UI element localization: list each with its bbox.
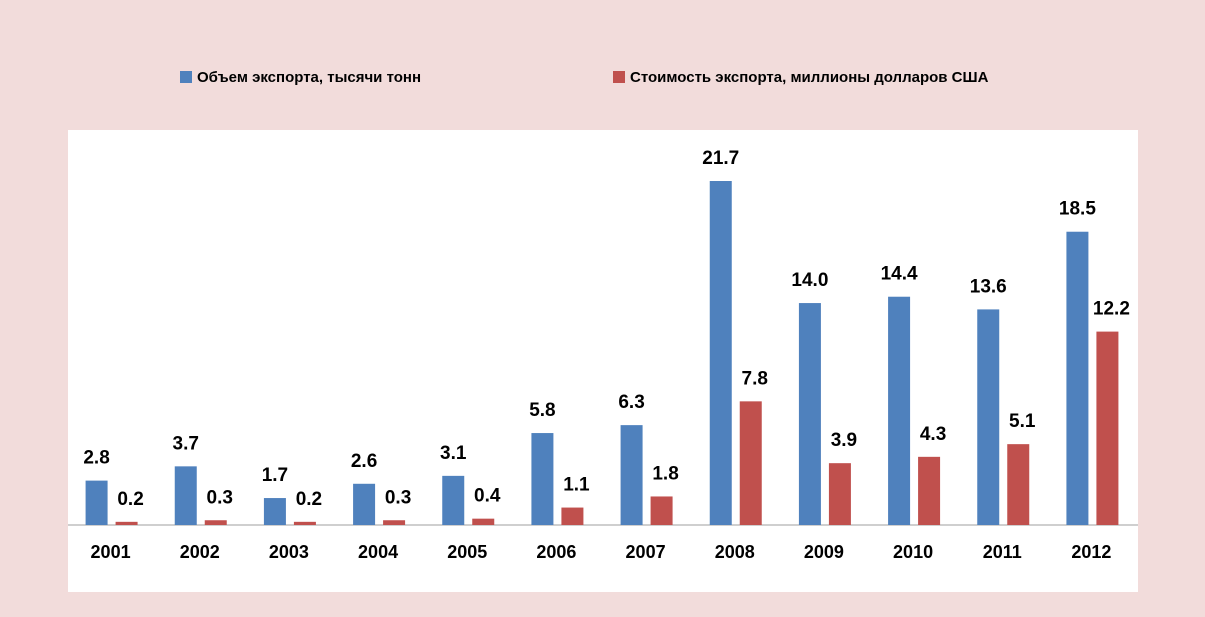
bar <box>739 401 762 525</box>
bar <box>263 498 286 525</box>
legend-label: Стоимость экспорта, миллионы долларов СШ… <box>630 69 989 86</box>
bar <box>888 296 911 525</box>
data-label: 0.2 <box>117 489 143 510</box>
data-label: 2.8 <box>83 448 109 469</box>
bar <box>353 483 376 525</box>
data-label: 5.8 <box>529 400 555 421</box>
bar <box>798 303 821 525</box>
bar <box>918 456 941 525</box>
bar <box>1096 331 1119 525</box>
data-label: 1.1 <box>563 475 590 496</box>
data-label: 18.5 <box>1059 199 1096 220</box>
bar <box>531 433 554 525</box>
bar <box>620 425 643 525</box>
x-tick-label: 2007 <box>626 542 666 562</box>
data-label: 4.3 <box>920 424 946 445</box>
x-tick-label: 2006 <box>536 542 576 562</box>
bar <box>383 520 406 525</box>
data-label: 0.3 <box>385 487 411 508</box>
data-label: 5.1 <box>1009 411 1036 432</box>
bar <box>204 520 227 525</box>
bar <box>85 480 108 525</box>
bar <box>1066 231 1089 526</box>
x-tick-label: 2012 <box>1071 542 1111 562</box>
legend-swatch <box>180 71 192 83</box>
x-tick-label: 2010 <box>893 542 933 562</box>
data-label: 0.3 <box>207 487 233 508</box>
bar <box>650 496 673 525</box>
bar <box>977 309 1000 525</box>
data-label: 12.2 <box>1093 299 1130 320</box>
x-tick-label: 2001 <box>91 542 131 562</box>
bar <box>828 463 851 525</box>
bar <box>472 518 495 525</box>
data-label: 1.7 <box>262 465 288 486</box>
data-label: 3.1 <box>440 443 467 464</box>
bar <box>115 521 138 525</box>
x-tick-label: 2008 <box>715 542 755 562</box>
x-tick-label: 2004 <box>358 542 398 562</box>
bar <box>709 181 732 525</box>
legend-swatch <box>613 71 625 83</box>
data-label: 14.4 <box>881 264 918 285</box>
x-tick-label: 2002 <box>180 542 220 562</box>
data-label: 1.8 <box>652 463 678 484</box>
x-tick-label: 2011 <box>983 542 1022 562</box>
bar <box>293 521 316 525</box>
data-label: 3.7 <box>173 433 199 454</box>
plot-area <box>68 130 1138 592</box>
x-tick-label: 2003 <box>269 542 309 562</box>
legend-label: Объем экспорта, тысячи тонн <box>197 69 421 86</box>
data-label: 0.4 <box>474 486 501 507</box>
data-label: 3.9 <box>831 430 857 451</box>
bar <box>1007 444 1030 525</box>
bar <box>442 475 465 525</box>
data-label: 21.7 <box>702 148 739 169</box>
data-label: 13.6 <box>970 276 1007 297</box>
data-label: 6.3 <box>618 392 644 413</box>
data-label: 0.2 <box>296 489 322 510</box>
x-tick-label: 2009 <box>804 542 844 562</box>
data-label: 7.8 <box>742 368 768 389</box>
bar <box>174 466 197 525</box>
data-label: 14.0 <box>791 270 828 291</box>
x-tick-label: 2005 <box>447 542 487 562</box>
data-label: 2.6 <box>351 451 377 472</box>
bar <box>561 507 584 525</box>
